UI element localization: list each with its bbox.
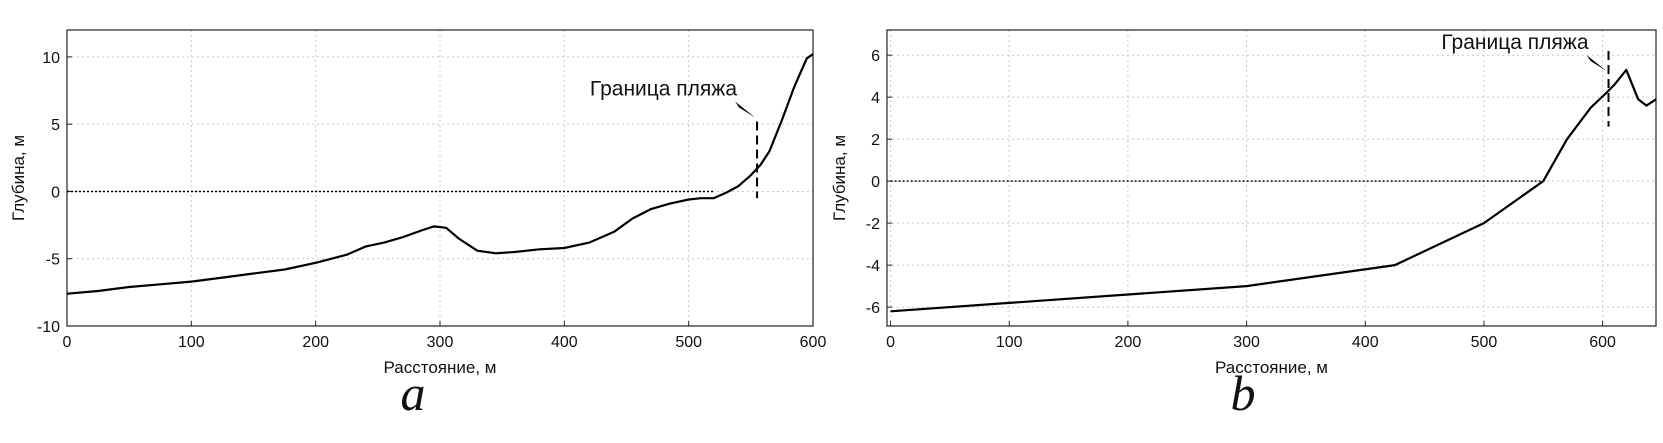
- x-tick-label: 300: [427, 334, 454, 351]
- x-tick-label: 200: [302, 334, 329, 351]
- x-tick-label: 100: [996, 334, 1023, 351]
- x-tick-label: 600: [800, 334, 827, 351]
- y-axis-label: Глубина, м: [9, 135, 28, 221]
- x-tick-label: 600: [1589, 334, 1616, 351]
- y-tick-label: 0: [51, 184, 60, 201]
- y-axis-label: Глубина, м: [830, 135, 849, 221]
- x-tick-label: 0: [886, 334, 895, 351]
- x-tick-label: 200: [1115, 334, 1142, 351]
- annotation-label: Граница пляжа: [1441, 31, 1588, 54]
- depth-profile-line: [66, 53, 814, 295]
- y-tick-label: 6: [871, 48, 880, 65]
- x-tick-label: 0: [63, 334, 72, 351]
- y-tick-label: 5: [51, 117, 60, 134]
- annotation-pointer: [735, 101, 756, 118]
- y-tick-label: -4: [866, 258, 880, 275]
- x-tick-label: 400: [1352, 334, 1379, 351]
- panel-letter: a: [401, 365, 426, 421]
- y-tick-label: 2: [871, 132, 880, 149]
- x-tick-label: 100: [178, 334, 205, 351]
- annotation-pointer: [1586, 54, 1607, 71]
- x-tick-label: 400: [551, 334, 578, 351]
- y-tick-label: -10: [37, 319, 60, 336]
- x-tick-label: 500: [1471, 334, 1498, 351]
- y-tick-label: -6: [866, 300, 880, 317]
- y-tick-label: -5: [46, 252, 60, 269]
- panel-letter: b: [1231, 365, 1256, 421]
- plot-frame: [886, 29, 1657, 327]
- chart-panel-a: 0 100 200 300 400 500 600 -10 -5 0 5 10 Граница пляж…: [9, 29, 827, 421]
- depth-profile-line: [890, 68, 1657, 313]
- chart-panel-b: 0 100 200 300 400 500 600 -6 -4 -2 0 2 4 6 Граница пля…: [830, 29, 1657, 421]
- x-axis-label: Расстояние, м: [1215, 358, 1328, 377]
- y-tick-label: 10: [42, 50, 60, 67]
- annotation-label: Граница пляжа: [590, 77, 737, 100]
- x-tick-label: 300: [1233, 334, 1260, 351]
- x-axis-label: Расстояние, м: [384, 358, 497, 377]
- y-tick-label: -2: [866, 216, 880, 233]
- y-tick-label: 4: [871, 90, 880, 107]
- y-tick-label: 0: [871, 174, 880, 191]
- x-tick-label: 500: [675, 334, 702, 351]
